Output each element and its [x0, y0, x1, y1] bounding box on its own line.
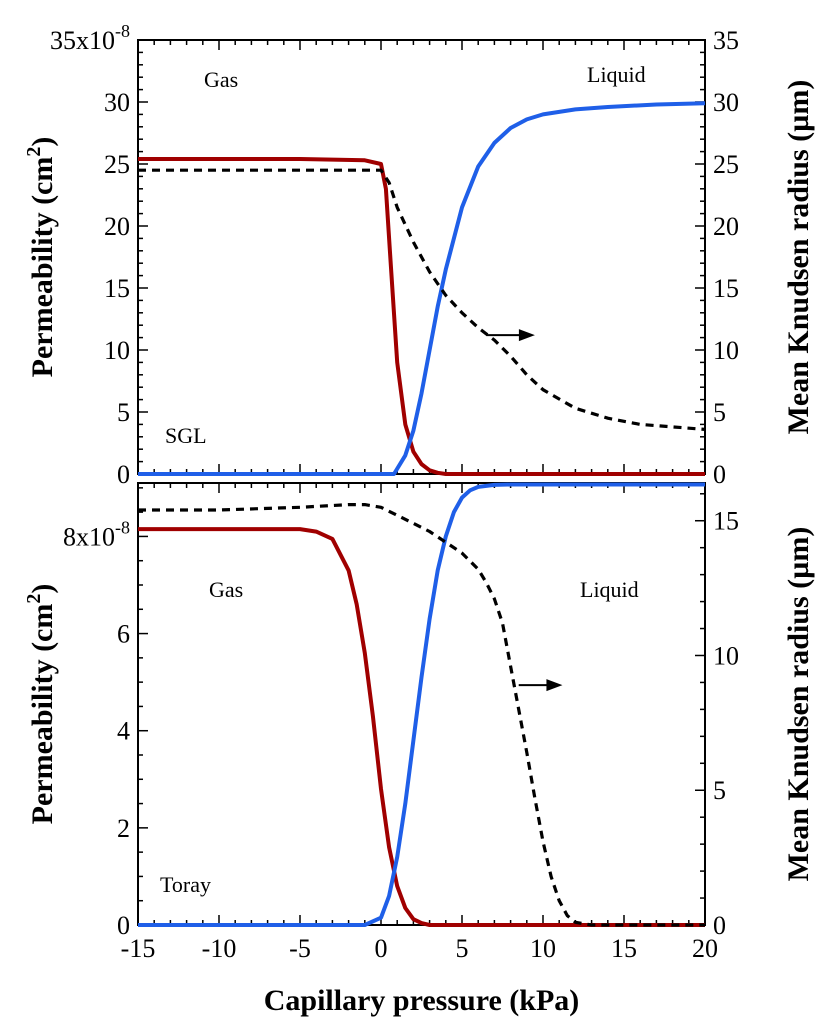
- left-tick-label-scaled: 8x10-8: [63, 517, 130, 551]
- right-tick-label: 0: [713, 911, 726, 940]
- liquid-permeability-line: [138, 482, 705, 927]
- right-tick-label: 5: [713, 398, 726, 427]
- right-tick-label: 5: [713, 776, 726, 805]
- left-tick-label: 30: [104, 88, 130, 117]
- bottom-left-y-axis-label: Permeability (cm2): [23, 584, 59, 825]
- knudsen-radius-line: [138, 168, 706, 431]
- x-tick-label: 5: [456, 934, 469, 963]
- liquid-annotation: Liquid: [580, 577, 639, 602]
- top-panel-frame: [137, 39, 706, 475]
- right-axis-arrow-head: [518, 329, 535, 342]
- top-left-y-axis-label: Permeability (cm2): [23, 137, 59, 378]
- svg-text:Permeability (cm2): Permeability (cm2): [23, 584, 59, 825]
- left-tick-label: 0: [117, 911, 130, 940]
- y-label-superscript: 2: [23, 594, 45, 604]
- material-annotation: SGL: [165, 423, 207, 448]
- gas-permeability-line: [138, 157, 705, 476]
- y-label-text: Permeability (cm: [26, 604, 59, 825]
- x-axis-label: Capillary pressure (kPa): [264, 984, 580, 1017]
- y-label-superscript: 2: [23, 147, 45, 157]
- right-tick-label: 35: [713, 26, 739, 55]
- gas-permeability-line: [138, 527, 705, 927]
- right-tick-label: 0: [713, 460, 726, 489]
- left-tick-label: 25: [104, 150, 130, 179]
- x-tick-label: -10: [202, 934, 237, 963]
- series-lines: [138, 101, 706, 927]
- bottom-panel-frame: [137, 482, 706, 926]
- x-tick-label: -5: [289, 934, 311, 963]
- y-label-close: ): [26, 584, 59, 594]
- right-tick-label: 30: [713, 88, 739, 117]
- left-tick-label: 10: [104, 336, 130, 365]
- annotations: Gas Liquid SGL Gas Liquid Toray: [160, 62, 646, 897]
- right-tick-label: 15: [713, 274, 739, 303]
- gas-annotation: Gas: [209, 577, 243, 602]
- left-tick-label: 0: [117, 460, 130, 489]
- right-tick-label: 15: [713, 507, 739, 536]
- tick-marks: [137, 39, 706, 926]
- material-annotation: Toray: [160, 872, 211, 897]
- left-tick-label: 5: [117, 398, 130, 427]
- top-right-y-axis-label: Mean Knudsen radius (µm): [782, 80, 815, 435]
- right-y-label-text: Mean Knudsen radius (µm): [782, 527, 815, 882]
- bottom-right-y-axis-label: Mean Knudsen radius (µm): [782, 527, 815, 882]
- liquid-annotation: Liquid: [587, 62, 646, 87]
- tick-labels: 0 5 10 15 20 25 30 35x10-8 0 5 10 15 20 25 30 35 0 2 4 6 8x1…: [50, 21, 739, 963]
- x-tick-label: -15: [121, 934, 156, 963]
- x-tick-label: 20: [692, 934, 718, 963]
- knudsen-radius-line: [138, 503, 705, 927]
- x-tick-label: 0: [375, 934, 388, 963]
- right-y-label-text: Mean Knudsen radius (µm): [782, 80, 815, 435]
- right-tick-label: 25: [713, 150, 739, 179]
- right-tick-label: 20: [713, 212, 739, 241]
- right-tick-label: 10: [713, 641, 739, 670]
- liquid-permeability-line: [138, 101, 706, 476]
- right-tick-label: 10: [713, 336, 739, 365]
- right-axis-arrow-head: [546, 679, 563, 692]
- left-tick-label: 2: [117, 814, 130, 843]
- y-label-text: Permeability (cm: [26, 157, 59, 378]
- gas-annotation: Gas: [204, 67, 238, 92]
- svg-text:Permeability (cm2): Permeability (cm2): [23, 137, 59, 378]
- left-tick-label: 15: [104, 274, 130, 303]
- left-tick-label: 20: [104, 212, 130, 241]
- left-tick-label: 6: [117, 620, 130, 649]
- left-tick-label: 4: [117, 717, 130, 746]
- y-label-close: ): [26, 137, 59, 147]
- left-tick-label-scaled: 35x10-8: [50, 21, 130, 55]
- x-tick-label: 10: [530, 934, 556, 963]
- x-tick-label: 15: [611, 934, 637, 963]
